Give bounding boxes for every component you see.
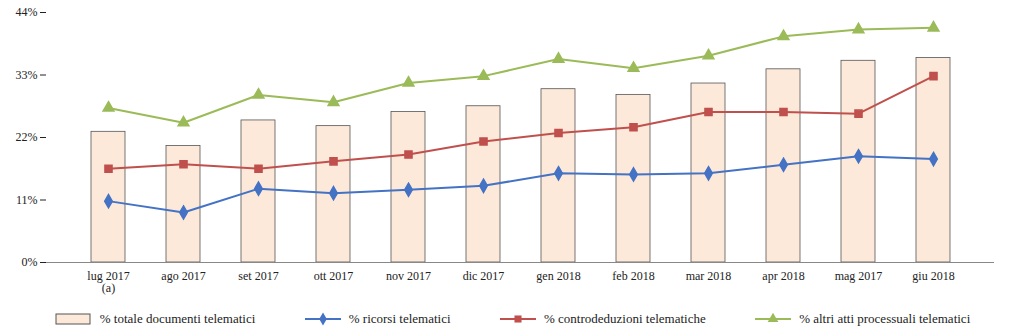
svg-text:apr 2018: apr 2018 (762, 269, 804, 283)
svg-text:ago 2017: ago 2017 (161, 269, 205, 283)
svg-text:mar 2018: mar 2018 (686, 269, 732, 283)
svg-text:22%: 22% (16, 130, 38, 144)
svg-text:mag 2017: mag 2017 (835, 269, 883, 283)
svg-text:0%: 0% (22, 255, 38, 269)
html-text:% ricorsi telematici: % ricorsi telematici (348, 311, 451, 326)
html-text:% totale documenti telematici: % totale documenti telematici (99, 311, 256, 326)
svg-text:ott 2017: ott 2017 (314, 269, 354, 283)
svg-text:gen 2018: gen 2018 (536, 269, 580, 283)
svg-text:feb 2018: feb 2018 (612, 269, 654, 283)
svg-text:33%: 33% (16, 68, 38, 82)
svg-text:lug 2017(a): lug 2017(a) (87, 269, 129, 295)
svg-text:dic 2017: dic 2017 (463, 269, 505, 283)
html-text:% controdeduzioni telematiche: % controdeduzioni telematiche (544, 311, 706, 326)
svg-text:nov 2017: nov 2017 (386, 269, 431, 283)
html-text:% altri atti processuali telem: % altri atti processuali telematici (799, 311, 971, 326)
svg-text:44%: 44% (16, 5, 38, 19)
svg-text:11%: 11% (16, 193, 38, 207)
svg-text:giu 2018: giu 2018 (912, 269, 954, 283)
svg-text:set 2017: set 2017 (238, 269, 278, 283)
